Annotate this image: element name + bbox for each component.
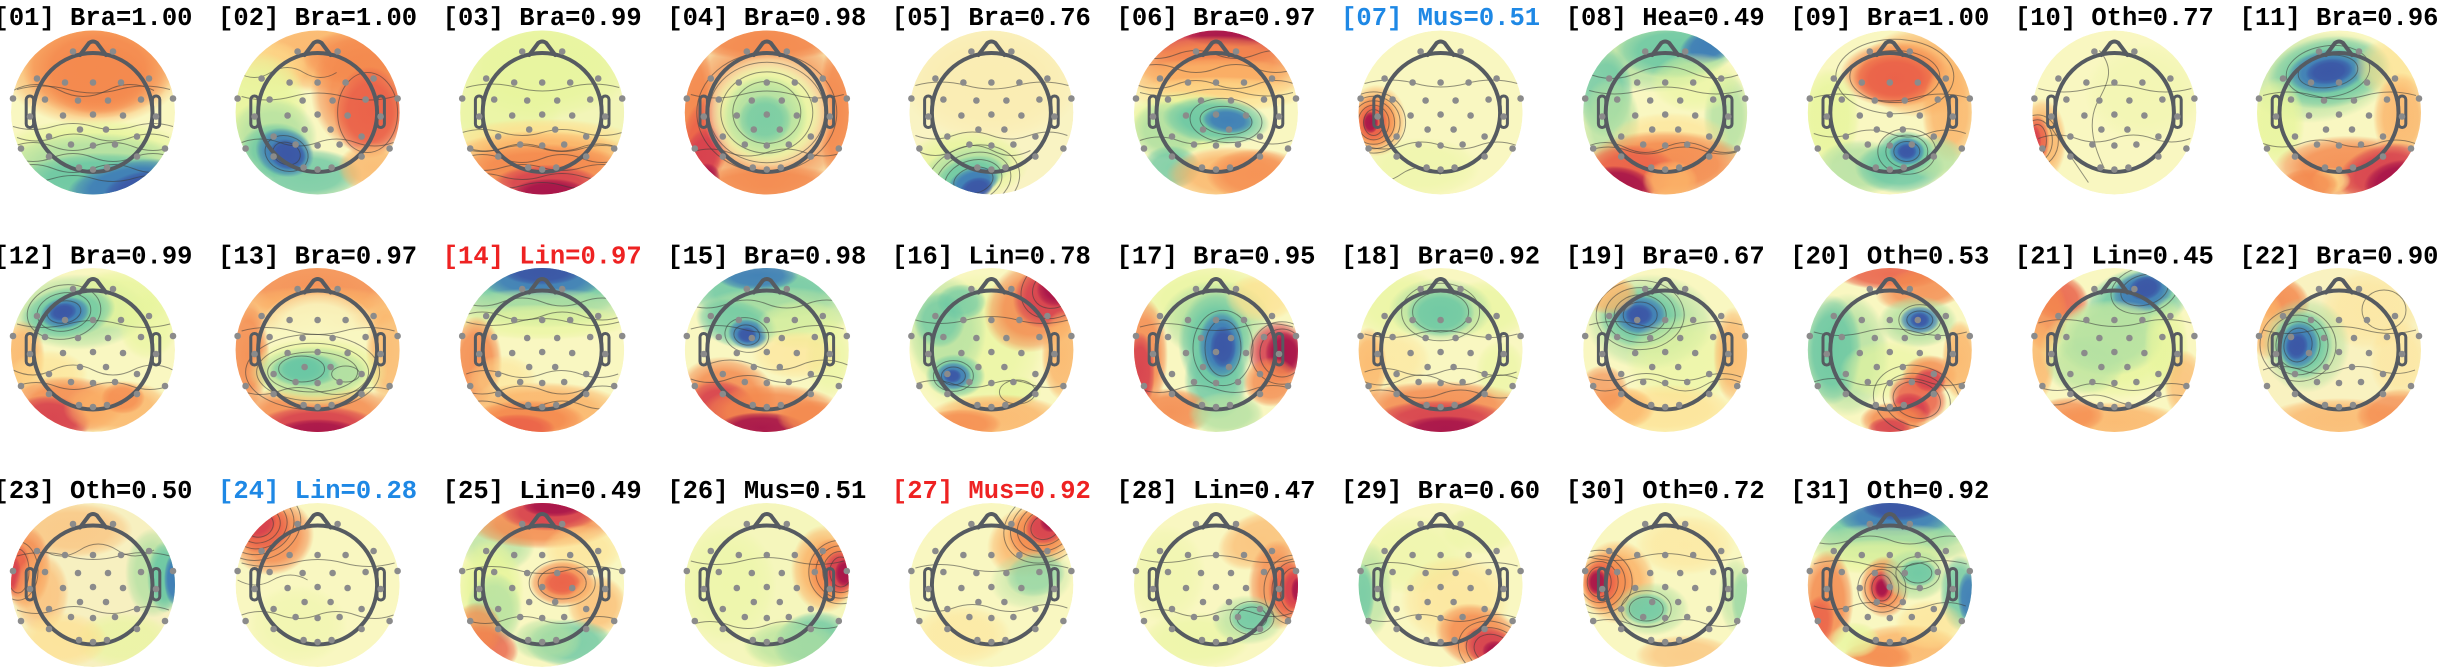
svg-text:[06] Bra=0.97: [06] Bra=0.97 <box>1117 4 1316 33</box>
svg-text:[23] Oth=0.50: [23] Oth=0.50 <box>0 477 192 506</box>
svg-text:[24] Lin=0.28: [24] Lin=0.28 <box>218 477 417 506</box>
svg-text:[02] Bra=1.00: [02] Bra=1.00 <box>218 4 417 33</box>
svg-text:[19] Bra=0.67: [19] Bra=0.67 <box>1566 243 1765 272</box>
svg-text:[13] Bra=0.97: [13] Bra=0.97 <box>218 243 417 272</box>
svg-text:[20] Oth=0.53: [20] Oth=0.53 <box>1790 243 1989 272</box>
svg-text:[09] Bra=1.00: [09] Bra=1.00 <box>1790 4 1989 33</box>
svg-text:[07] Mus=0.51: [07] Mus=0.51 <box>1341 4 1540 33</box>
svg-text:[28] Lin=0.47: [28] Lin=0.47 <box>1117 477 1316 506</box>
svg-text:[21] Lin=0.45: [21] Lin=0.45 <box>2015 243 2214 272</box>
svg-text:[03] Bra=0.99: [03] Bra=0.99 <box>443 4 642 33</box>
svg-text:[04] Bra=0.98: [04] Bra=0.98 <box>667 4 866 33</box>
svg-text:[15] Bra=0.98: [15] Bra=0.98 <box>667 243 866 272</box>
svg-text:[29] Bra=0.60: [29] Bra=0.60 <box>1341 477 1540 506</box>
svg-text:[10] Oth=0.77: [10] Oth=0.77 <box>2015 4 2214 33</box>
svg-text:[25] Lin=0.49: [25] Lin=0.49 <box>443 477 642 506</box>
svg-text:[12] Bra=0.99: [12] Bra=0.99 <box>0 243 192 272</box>
svg-text:[27] Mus=0.92: [27] Mus=0.92 <box>892 477 1091 506</box>
svg-text:[31] Oth=0.92: [31] Oth=0.92 <box>1790 477 1989 506</box>
svg-text:[14] Lin=0.97: [14] Lin=0.97 <box>443 243 642 272</box>
svg-text:[01] Bra=1.00: [01] Bra=1.00 <box>0 4 192 33</box>
svg-text:[05] Bra=0.76: [05] Bra=0.76 <box>892 4 1091 33</box>
svg-text:[18] Bra=0.92: [18] Bra=0.92 <box>1341 243 1540 272</box>
svg-text:[26] Mus=0.51: [26] Mus=0.51 <box>667 477 866 506</box>
svg-text:[11] Bra=0.96: [11] Bra=0.96 <box>2240 4 2438 33</box>
svg-text:[30] Oth=0.72: [30] Oth=0.72 <box>1566 477 1765 506</box>
svg-text:[16] Lin=0.78: [16] Lin=0.78 <box>892 243 1091 272</box>
svg-text:[17] Bra=0.95: [17] Bra=0.95 <box>1117 243 1316 272</box>
svg-text:[22] Bra=0.90: [22] Bra=0.90 <box>2240 243 2438 272</box>
svg-text:[08] Hea=0.49: [08] Hea=0.49 <box>1566 4 1765 33</box>
